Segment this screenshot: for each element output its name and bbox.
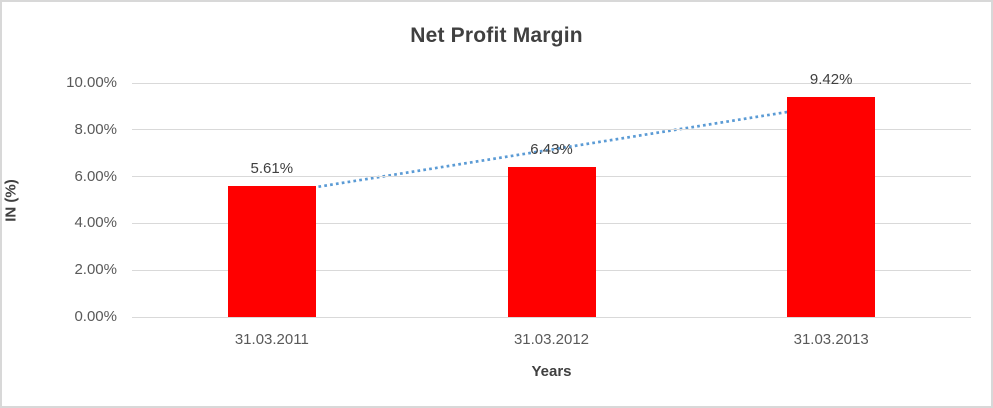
y-tick-label: 2.00%	[74, 261, 117, 279]
x-axis-title: Years	[531, 363, 572, 380]
bar-value-label: 6.43%	[530, 140, 573, 158]
bar-value-label: 5.61%	[250, 159, 294, 177]
x-category-label: 31.03.2011	[234, 331, 309, 348]
y-tick-label: 4.00%	[74, 214, 117, 232]
y-axis-title: IN (%)	[2, 179, 20, 222]
y-tick-label: 0.00%	[74, 308, 117, 325]
bar	[507, 166, 596, 317]
y-tick-label: 10.00%	[66, 74, 117, 91]
gridline	[132, 82, 971, 84]
x-category-label: 31.03.2012	[513, 331, 590, 348]
bar	[227, 185, 316, 317]
gridline	[132, 316, 971, 318]
bar	[787, 96, 876, 317]
chart-title: Net Profit Margin	[410, 24, 583, 47]
x-category-label: 31.03.2013	[793, 331, 869, 348]
gridline	[132, 129, 971, 131]
y-tick-label: 8.00%	[74, 120, 117, 138]
y-tick-label: 6.00%	[74, 167, 117, 185]
bar-value-label: 9.42%	[809, 70, 853, 88]
